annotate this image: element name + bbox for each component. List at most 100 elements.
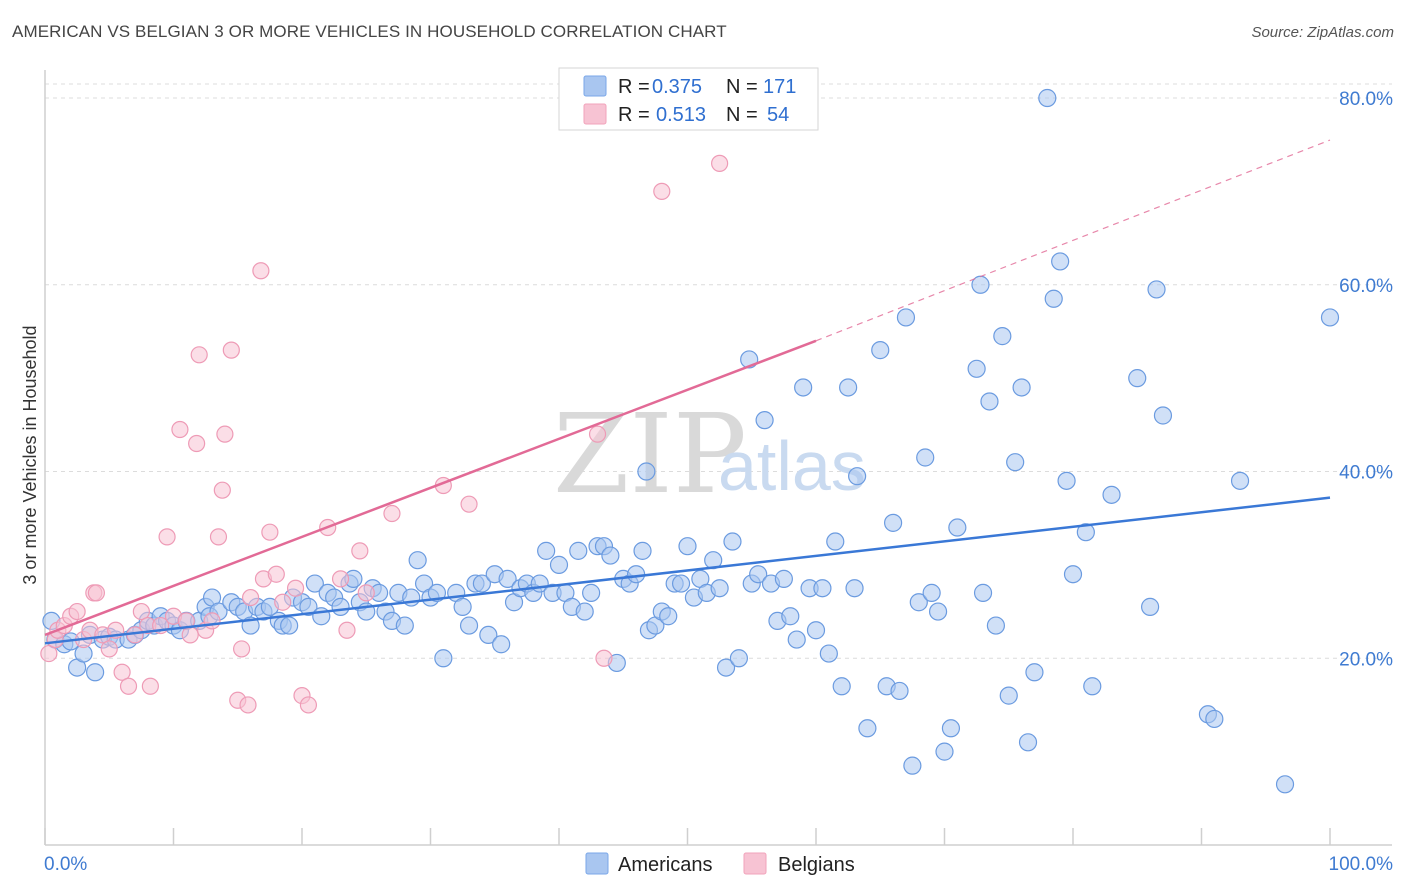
point-belgian: [171, 420, 189, 439]
point-american: [582, 583, 601, 602]
point-american: [845, 579, 864, 598]
point-belgian: [233, 640, 251, 658]
point-american: [1006, 453, 1025, 472]
point-american: [903, 756, 922, 775]
y-tick-label: 80.0%: [1339, 89, 1393, 110]
point-american: [1018, 733, 1038, 752]
point-belgian: [286, 579, 305, 597]
point-american: [1275, 775, 1295, 794]
point-american: [678, 537, 697, 556]
legend-n-value: 54: [767, 104, 789, 126]
point-american: [305, 574, 324, 593]
point-american: [806, 621, 826, 640]
point-belgian: [40, 644, 58, 663]
point-american: [883, 513, 903, 532]
point-american: [1140, 597, 1160, 616]
point-american: [331, 597, 350, 616]
point-american: [601, 546, 620, 565]
point-american: [1230, 471, 1250, 490]
point-american: [1038, 88, 1057, 108]
point-belgian: [261, 523, 279, 541]
point-belgian: [242, 588, 260, 607]
point-belgian: [252, 262, 270, 280]
point-american: [569, 541, 588, 560]
y-tick-label: 20.0%: [1339, 649, 1393, 670]
point-american: [1063, 565, 1083, 584]
point-american: [986, 616, 1006, 635]
point-american: [459, 616, 479, 635]
point-american: [871, 341, 890, 360]
legend-bottom: Americans Belgians: [585, 852, 855, 876]
point-belgian: [351, 542, 369, 560]
point-american: [659, 607, 678, 626]
point-american: [549, 555, 569, 574]
point-american: [839, 378, 858, 397]
point-american: [890, 681, 909, 701]
point-american: [948, 518, 967, 537]
point-american: [395, 616, 414, 635]
point-belgian: [588, 425, 607, 443]
point-american: [716, 658, 736, 677]
point-belgian: [132, 602, 150, 621]
point-american: [453, 597, 472, 616]
x-tick-labels: 0.0% 100.0%: [44, 854, 1393, 875]
point-belgian: [181, 626, 199, 644]
point-belgian: [267, 565, 285, 583]
point-belgian: [331, 570, 350, 588]
point-american: [633, 541, 652, 560]
point-american: [492, 635, 511, 654]
point-american: [755, 411, 774, 430]
point-american: [896, 308, 916, 327]
point-belgian: [158, 528, 176, 546]
point-american: [299, 597, 318, 616]
y-tick-label: 40.0%: [1339, 463, 1393, 484]
legend-swatch-belgians: [583, 103, 607, 125]
point-american: [858, 719, 877, 738]
point-belgian: [203, 612, 221, 630]
watermark-zip: ZIP: [553, 390, 747, 518]
point-belgian: [595, 649, 613, 667]
point-american: [671, 574, 691, 593]
point-american: [967, 359, 986, 378]
point-american: [1044, 289, 1063, 308]
y-tick-labels: 20.0% 40.0% 60.0% 80.0%: [1339, 89, 1393, 670]
point-american: [637, 462, 656, 481]
point-american: [729, 649, 749, 668]
legend-r-value: 0.513: [656, 104, 706, 126]
point-american: [479, 625, 498, 645]
legend-swatch-americans: [585, 852, 609, 875]
point-belgian: [188, 434, 206, 453]
point-american: [980, 392, 999, 411]
point-belgian: [209, 528, 228, 546]
point-belgian: [119, 677, 138, 695]
point-american: [1083, 677, 1102, 696]
legend-swatch-americans: [583, 75, 607, 97]
point-american: [848, 467, 867, 486]
point-american: [1147, 280, 1166, 299]
point-american: [1057, 471, 1076, 490]
point-american: [813, 579, 832, 598]
axes: [44, 70, 1392, 846]
point-american: [787, 630, 806, 649]
point-american: [993, 327, 1012, 346]
point-american: [1012, 378, 1031, 397]
watermark: ZIP atlas: [553, 390, 866, 518]
trend-line-belgians: [44, 339, 817, 637]
y-axis-label: 3 or more Vehicles in Household: [20, 325, 40, 584]
legend-n-value: 171: [763, 76, 796, 98]
point-belgian: [274, 593, 292, 611]
point-american: [749, 565, 768, 584]
legend-swatch-belgians: [743, 852, 767, 875]
point-american: [1153, 406, 1173, 425]
trend-line-americans: [44, 496, 1331, 645]
point-belgian: [190, 346, 208, 364]
point-american: [1076, 523, 1095, 542]
point-american: [434, 649, 453, 668]
point-american: [826, 532, 845, 551]
point-american: [941, 719, 961, 738]
legend-n-label: N =: [726, 76, 758, 98]
point-belgian: [213, 481, 231, 499]
watermark-atlas: atlas: [718, 427, 866, 505]
point-american: [427, 583, 447, 602]
